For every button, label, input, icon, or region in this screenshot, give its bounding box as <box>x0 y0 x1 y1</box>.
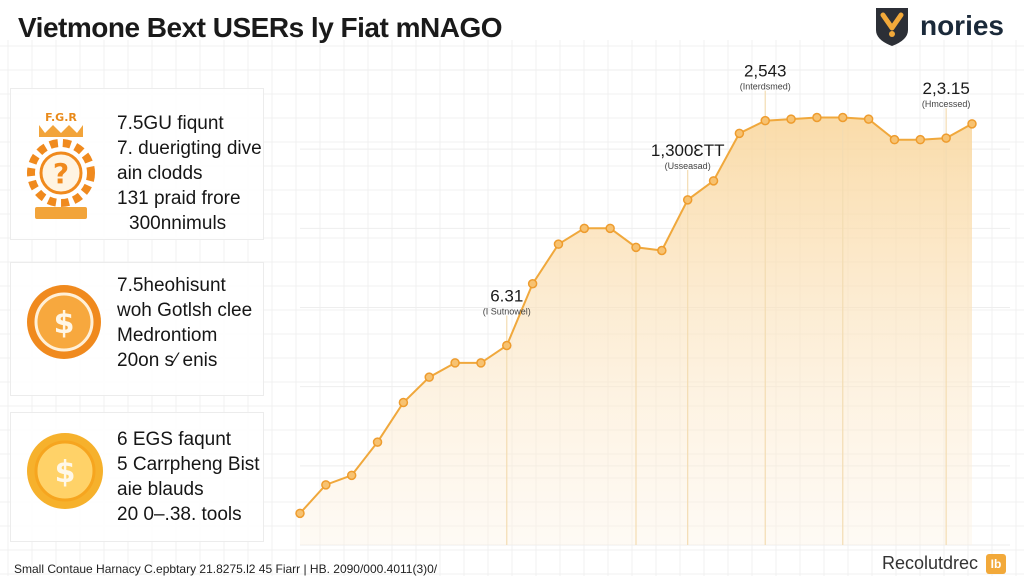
brand-shield-icon <box>875 8 908 46</box>
data-point <box>424 372 434 382</box>
stat-panel-1: F.G.R ? 7.5GU fiqunt 7. duerigting dive … <box>10 88 264 240</box>
annotation-value: 2,543 <box>744 62 787 81</box>
panel-2-line-2: woh Gotlsh clee <box>117 300 253 321</box>
data-point <box>450 358 460 368</box>
stat-panel-3: $ 6 EGS faqunt 5 Carrpheng Bist aie blau… <box>10 412 264 542</box>
footer-brand-text: Recolutdrec <box>881 553 978 573</box>
data-point <box>321 480 331 490</box>
annotation-label: (Usseasad) <box>665 161 711 171</box>
data-point <box>941 133 951 143</box>
footer-caption: Small Contaue Harnacy C.epbtary 21.8275.… <box>14 562 438 576</box>
data-point <box>889 134 900 145</box>
data-point <box>631 242 641 253</box>
page-title: Vietmone Bext USERs ly Fiat mNAGO <box>18 12 503 43</box>
data-point <box>682 195 693 205</box>
data-point <box>502 340 512 351</box>
footer-brand: Recolutdrec Ib <box>882 553 1006 574</box>
data-point <box>579 223 590 234</box>
svg-text:$: $ <box>55 455 76 490</box>
panel-1-line-2: 7. duerigting dive <box>117 138 262 159</box>
annotation-value: 2,3.15 <box>923 79 970 98</box>
data-point <box>476 358 486 368</box>
data-point <box>915 134 926 145</box>
data-point <box>812 112 822 123</box>
panel-2-line-1: 7.5heohisunt <box>117 275 226 296</box>
data-point <box>527 279 538 289</box>
stat-panel-2: $ 7.5heohisunt woh Gotlsh clee Medrontio… <box>10 262 264 396</box>
annotation-label: (I Sutnowel) <box>483 307 531 317</box>
data-point <box>734 128 745 139</box>
annotation-value: 1,300ƐTT <box>651 141 725 160</box>
panel-1-line-3: ain clodds <box>117 163 203 184</box>
data-point <box>372 437 383 447</box>
data-point <box>708 176 719 186</box>
footer-badge: Ib <box>986 553 1006 574</box>
panel-1-line-4: 131 praid frore <box>117 188 241 209</box>
data-point <box>605 223 615 234</box>
data-point <box>786 114 796 124</box>
panel-2-line-3: Medrontiom <box>117 325 218 346</box>
svg-text:?: ? <box>53 157 69 190</box>
panel-3-line-3: aie blauds <box>117 479 204 500</box>
panel-1-line-5: 300nnimuls <box>129 213 227 234</box>
data-point <box>398 397 409 408</box>
data-point <box>863 114 874 124</box>
panel-3-line-4: 20 0–.38. tools <box>117 504 242 525</box>
svg-text:$: $ <box>54 306 75 341</box>
panel-2-line-4: 20on s⁄ enis <box>117 350 218 371</box>
panel-1-line-1: 7.5GU fiqunt <box>117 113 224 134</box>
svg-text:F.G.R: F.G.R <box>45 111 77 124</box>
gear-dollar-icon: F.G.R ? <box>27 111 95 219</box>
brand: nories <box>872 4 1004 48</box>
data-point <box>838 112 848 123</box>
coin-icon: $ <box>27 285 101 359</box>
data-point <box>295 508 305 519</box>
annotation-label: (Hmcessed) <box>922 99 971 109</box>
data-point <box>657 245 667 256</box>
panel-3-line-2: 5 Carrpheng Bist <box>117 454 260 475</box>
data-point <box>346 470 357 481</box>
data-point <box>553 239 564 249</box>
annotation-label: (Interdsmed) <box>740 82 791 92</box>
data-point <box>967 119 977 129</box>
panel-3-line-1: 6 EGS faqunt <box>117 429 232 450</box>
dollar-coin-icon: $ <box>27 433 103 509</box>
annotation-value: 6.31 <box>490 287 523 306</box>
brand-name: nories <box>919 10 1004 41</box>
data-point <box>760 115 770 126</box>
